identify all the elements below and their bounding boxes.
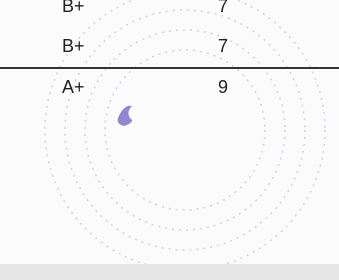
page-edge bbox=[0, 264, 339, 280]
grade: A+ bbox=[62, 77, 85, 97]
grade: B+ bbox=[62, 36, 85, 56]
number: 9 bbox=[218, 77, 228, 97]
stamp bbox=[0, 0, 339, 280]
number: 7 bbox=[218, 0, 228, 16]
grade: B+ bbox=[62, 0, 85, 16]
document-page: B+ 7 B+ 7 A+ 9 bbox=[0, 0, 339, 280]
table-rule bbox=[0, 67, 339, 69]
number: 7 bbox=[218, 36, 228, 56]
